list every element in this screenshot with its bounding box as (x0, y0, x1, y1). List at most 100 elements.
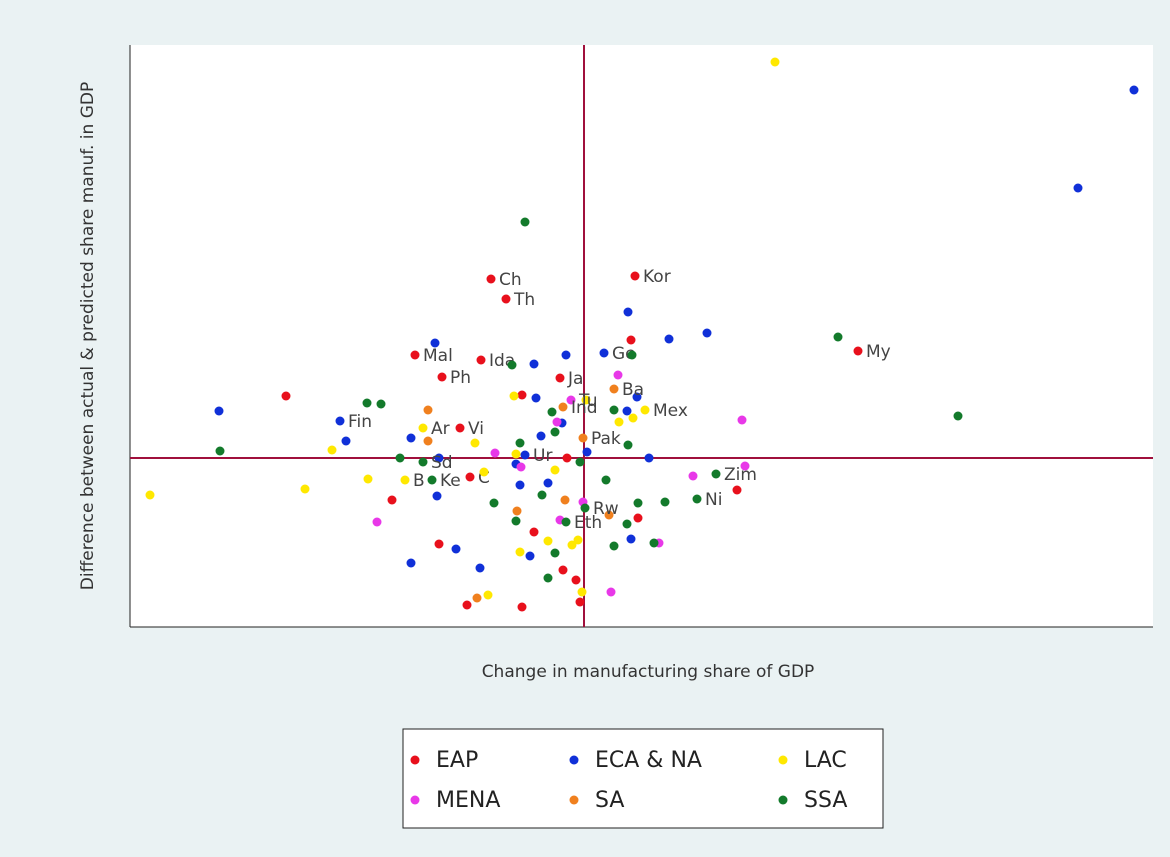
legend-marker (778, 795, 788, 805)
point (953, 411, 963, 421)
point (430, 338, 440, 348)
point (437, 372, 447, 382)
point (423, 405, 433, 415)
point (451, 544, 461, 554)
point-label: Tu (578, 391, 598, 411)
point (562, 453, 572, 463)
point (479, 467, 489, 477)
legend-marker (410, 795, 420, 805)
point (740, 461, 750, 471)
point (509, 391, 519, 401)
point (702, 328, 712, 338)
point-label: Zim (724, 465, 757, 485)
point (550, 427, 560, 437)
point (711, 469, 721, 479)
point (547, 407, 557, 417)
point-label: B (413, 471, 425, 491)
point (623, 440, 633, 450)
point-label: Rw (593, 499, 619, 519)
point-label: Th (513, 290, 535, 310)
point (483, 590, 493, 600)
point (558, 565, 568, 575)
point (400, 475, 410, 485)
point-label: Eth (574, 513, 602, 533)
point (472, 593, 482, 603)
legend-label: ECA & NA (595, 748, 702, 773)
point (609, 384, 619, 394)
legend-marker (569, 755, 579, 765)
y-axis-title: Difference between actual & predicted sh… (78, 82, 98, 590)
point (561, 350, 571, 360)
point (692, 494, 702, 504)
point (531, 393, 541, 403)
point (536, 431, 546, 441)
legend-label: SSA (804, 788, 847, 813)
point (543, 573, 553, 583)
point (622, 519, 632, 529)
point (567, 540, 577, 550)
point (599, 348, 609, 358)
point (626, 335, 636, 345)
point (387, 495, 397, 505)
point (737, 415, 747, 425)
point (573, 535, 583, 545)
point (465, 472, 475, 482)
legend-box (402, 728, 884, 829)
point-label: Vi (468, 419, 484, 439)
point-label: Ph (450, 368, 471, 388)
point (630, 271, 640, 281)
point (327, 445, 337, 455)
point (633, 498, 643, 508)
point (555, 373, 565, 383)
point (622, 406, 632, 416)
point (406, 433, 416, 443)
point (575, 457, 585, 467)
legend-label: LAC (804, 748, 847, 773)
point (770, 57, 780, 67)
point (418, 457, 428, 467)
point (512, 506, 522, 516)
point (489, 498, 499, 508)
point (537, 490, 547, 500)
point (517, 602, 527, 612)
point-label: Ar (431, 419, 450, 439)
point (462, 600, 472, 610)
point (511, 516, 521, 526)
point (578, 433, 588, 443)
point (486, 274, 496, 284)
point (1129, 85, 1139, 95)
point (215, 446, 225, 456)
point (566, 395, 576, 405)
point-label: Kor (643, 267, 671, 287)
point (406, 558, 416, 568)
point-label: Sd (431, 453, 453, 473)
point-label: Pak (591, 429, 621, 449)
point (558, 402, 568, 412)
point (427, 475, 437, 485)
point (372, 517, 382, 527)
point (362, 398, 372, 408)
point (560, 495, 570, 505)
point (1073, 183, 1083, 193)
point (577, 587, 587, 597)
point (575, 597, 585, 607)
point (628, 413, 638, 423)
point (604, 510, 614, 520)
point (732, 485, 742, 495)
point (335, 416, 345, 426)
point (214, 406, 224, 416)
point (410, 350, 420, 360)
point (281, 391, 291, 401)
point (627, 350, 637, 360)
point (515, 438, 525, 448)
legend-marker (410, 755, 420, 765)
point (434, 453, 444, 463)
point (529, 527, 539, 537)
point (543, 536, 553, 546)
point (520, 217, 530, 227)
point (609, 405, 619, 415)
point (516, 462, 526, 472)
point (614, 417, 624, 427)
point (853, 346, 863, 356)
point (490, 448, 500, 458)
